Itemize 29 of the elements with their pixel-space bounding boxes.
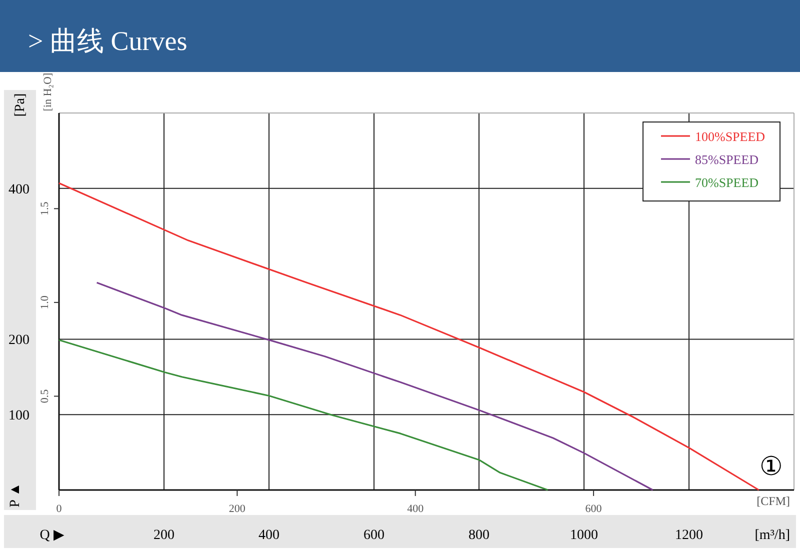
text: Q ▶ — [40, 528, 64, 543]
x-tick-label: 800 — [468, 528, 490, 543]
x-axis-title: [m³/h] — [754, 528, 790, 543]
y-axis-title: [Pa] — [13, 93, 28, 117]
x-tick-label: 200 — [154, 528, 174, 543]
y-tick-label: 200 — [8, 333, 30, 348]
annotation: ① — [760, 452, 782, 481]
line-series — [96, 282, 654, 491]
y-tick-label: 400 — [8, 182, 30, 198]
legend-label: 100%SPEED — [695, 129, 766, 144]
y2-tick-label: 0.5 — [39, 388, 51, 404]
x2-tick-label: 200 — [228, 503, 246, 515]
y2-axis-title: [in H₂O] — [42, 72, 54, 112]
y-tick-label: 100 — [8, 408, 30, 424]
x-tick-label: 1200 — [675, 528, 703, 543]
x2-tick-label: 400 — [407, 503, 424, 515]
x2-axis-title: [CFM] — [756, 494, 790, 508]
x-tick-label: 600 — [364, 528, 384, 543]
x-tick-label: 1000 — [570, 528, 598, 543]
x2-tick-label: 0 — [56, 503, 62, 515]
chart-title: > 曲线 Curves — [28, 26, 188, 56]
y2-tick-label: 1.5 — [39, 201, 51, 216]
legend-label: 70%SPEED — [695, 175, 759, 190]
line-series — [58, 339, 549, 491]
y2-tick-label: 1.0 — [39, 295, 51, 310]
x-tick-label: 400 — [258, 528, 280, 543]
legend-label: 85%SPEED — [695, 152, 759, 167]
text: P ▲ — [8, 482, 23, 508]
x2-tick-label: 600 — [585, 503, 602, 515]
